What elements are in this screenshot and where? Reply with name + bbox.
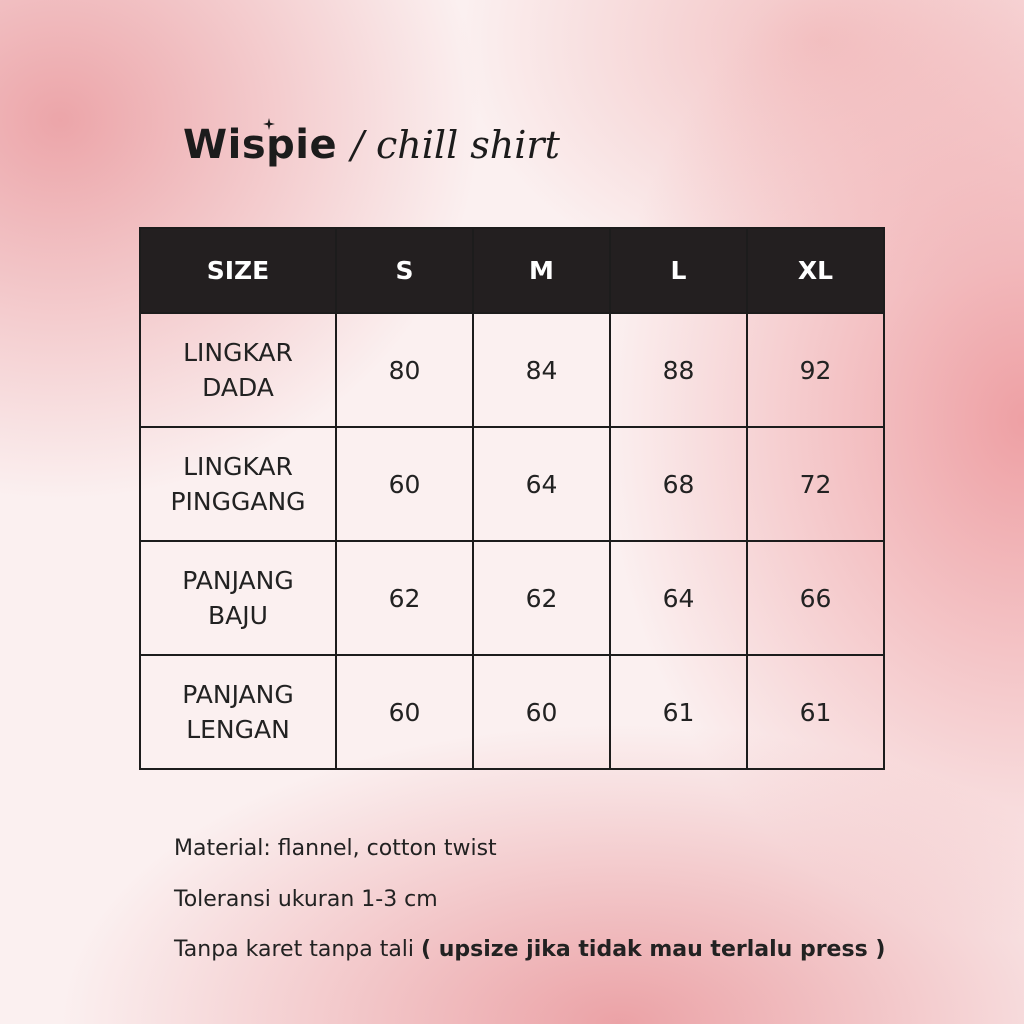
measurement-cell: 60 [335, 654, 474, 770]
table-header-row: SIZE S M L XL [139, 227, 885, 314]
row-label-line: BAJU [208, 601, 268, 630]
measurement-cell: 72 [746, 426, 885, 542]
header-size: SIZE [139, 227, 337, 314]
measurement-cell: 66 [746, 540, 885, 656]
row-label-line: LINGKAR [183, 452, 293, 481]
measurement-cell: 80 [335, 312, 474, 428]
material-note: Material: flannel, cotton twist [174, 836, 497, 861]
row-label-line: LENGAN [186, 715, 290, 744]
brand-logo: Wispie [183, 118, 338, 168]
measurement-cell: 60 [472, 654, 611, 770]
table-row: LINGKAR DADA 80 84 88 92 [139, 312, 885, 428]
measurement-cell: 62 [472, 540, 611, 656]
row-label: PANJANG LENGAN [139, 654, 337, 770]
measurement-cell: 62 [335, 540, 474, 656]
header-s: S [335, 227, 474, 314]
table-row: PANJANG LENGAN 60 60 61 61 [139, 654, 885, 770]
header-m: M [472, 227, 611, 314]
measurement-cell: 61 [609, 654, 748, 770]
table-row: LINGKAR PINGGANG 60 64 68 72 [139, 426, 885, 542]
measurement-cell: 68 [609, 426, 748, 542]
fit-note-text: Tanpa karet tanpa tali [174, 937, 422, 962]
fit-note-bold: ( upsize jika tidak mau terlalu press ) [421, 937, 886, 962]
table-row: PANJANG BAJU 62 62 64 66 [139, 540, 885, 656]
product-name: / chill shirt [351, 123, 560, 167]
measurement-cell: 64 [472, 426, 611, 542]
measurement-cell: 84 [472, 312, 611, 428]
fit-note: Tanpa karet tanpa tali ( upsize jika tid… [174, 937, 885, 962]
row-label-line: LINGKAR [183, 338, 293, 367]
measurement-cell: 60 [335, 426, 474, 542]
row-label-line: PANJANG [182, 680, 294, 709]
header-xl: XL [746, 227, 885, 314]
header-l: L [609, 227, 748, 314]
brand-name: Wispie [183, 122, 338, 168]
row-label: LINGKAR PINGGANG [139, 426, 337, 542]
row-label: PANJANG BAJU [139, 540, 337, 656]
measurement-cell: 61 [746, 654, 885, 770]
header: Wispie / chill shirt [183, 118, 560, 168]
measurement-cell: 92 [746, 312, 885, 428]
sparkle-icon [263, 118, 275, 130]
size-chart-table: SIZE S M L XL LINGKAR DADA 80 84 88 92 LINGKAR… [139, 227, 885, 770]
tolerance-note: Toleransi ukuran 1-3 cm [174, 887, 438, 912]
row-label: LINGKAR DADA [139, 312, 337, 428]
measurement-cell: 88 [609, 312, 748, 428]
row-label-line: DADA [202, 373, 274, 402]
row-label-line: PINGGANG [170, 487, 306, 516]
row-label-line: PANJANG [182, 566, 294, 595]
measurement-cell: 64 [609, 540, 748, 656]
